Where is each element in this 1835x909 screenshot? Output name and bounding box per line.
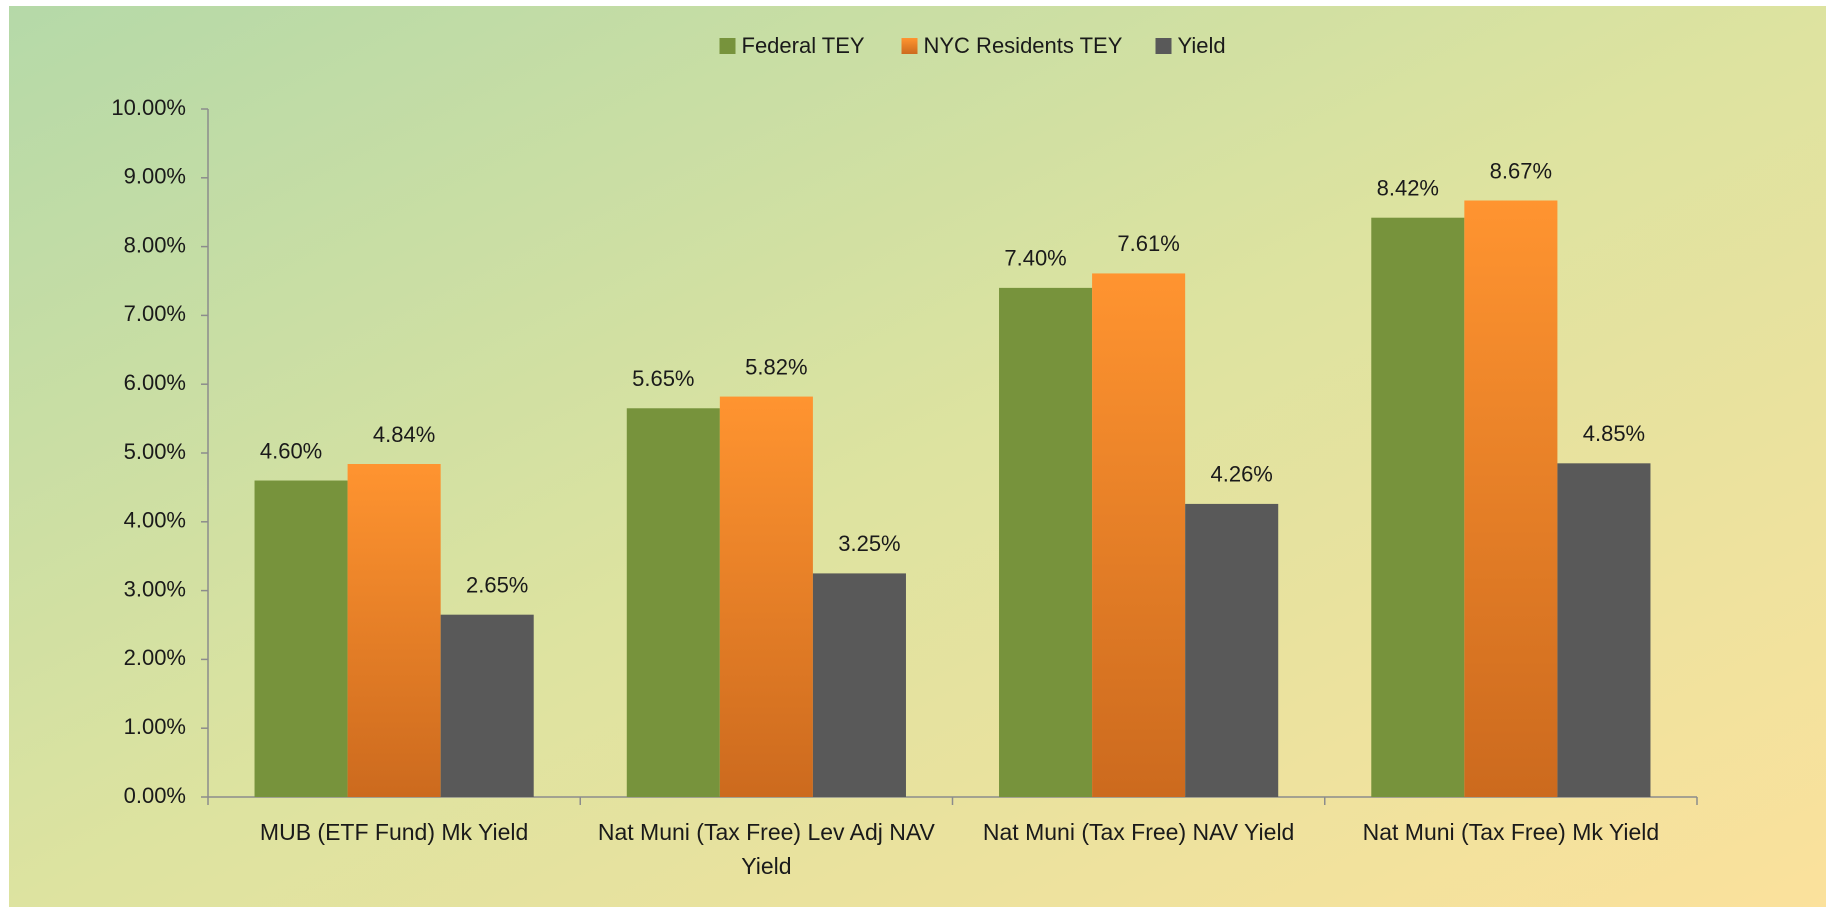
legend-label: NYC Residents TEY bbox=[924, 33, 1123, 58]
y-tick-label: 8.00% bbox=[124, 232, 186, 257]
bar bbox=[1185, 503, 1279, 797]
bar bbox=[347, 464, 441, 797]
bar bbox=[626, 408, 720, 797]
data-label: 4.26% bbox=[1210, 462, 1272, 487]
y-tick-label: 5.00% bbox=[124, 439, 186, 464]
bar bbox=[1092, 273, 1186, 797]
data-label: 8.67% bbox=[1490, 158, 1552, 183]
data-label: 5.82% bbox=[745, 354, 807, 379]
bar bbox=[812, 573, 906, 797]
bar bbox=[254, 480, 348, 797]
bar bbox=[440, 614, 534, 797]
y-tick-label: 9.00% bbox=[124, 164, 186, 189]
x-tick-label: Nat Muni (Tax Free) NAV Yield bbox=[982, 819, 1295, 845]
data-label: 7.40% bbox=[1004, 246, 1066, 271]
x-tick-label: MUB (ETF Fund) Mk Yield bbox=[259, 819, 529, 845]
data-label: 2.65% bbox=[466, 572, 528, 597]
data-label: 4.60% bbox=[260, 438, 322, 463]
bar bbox=[719, 396, 813, 797]
x-tick-label: Nat Muni (Tax Free) Mk Yield bbox=[1362, 819, 1660, 845]
data-label: 8.42% bbox=[1377, 176, 1439, 201]
bar bbox=[1371, 217, 1465, 798]
y-tick-label: 7.00% bbox=[124, 301, 186, 326]
bar bbox=[1557, 463, 1651, 797]
data-label: 7.61% bbox=[1117, 231, 1179, 256]
legend-swatch bbox=[719, 38, 736, 54]
legend-label: Yield bbox=[1178, 33, 1226, 58]
legend-swatch bbox=[901, 38, 918, 54]
bar bbox=[999, 287, 1093, 797]
x-tick-label: Nat Muni (Tax Free) Lev Adj NAV Yield bbox=[597, 819, 935, 879]
y-tick-label: 6.00% bbox=[124, 370, 186, 395]
y-tick-label: 2.00% bbox=[124, 645, 186, 670]
data-label: 4.84% bbox=[373, 422, 435, 447]
data-label: 4.85% bbox=[1583, 421, 1645, 446]
y-tick-label: 4.00% bbox=[124, 508, 186, 533]
y-tick-label: 10.00% bbox=[111, 95, 186, 120]
data-label: 3.25% bbox=[838, 531, 900, 556]
bar bbox=[1464, 200, 1558, 797]
data-label: 5.65% bbox=[632, 366, 694, 391]
legend-swatch bbox=[1155, 38, 1172, 54]
y-tick-label: 0.00% bbox=[124, 783, 186, 808]
y-tick-label: 1.00% bbox=[124, 714, 186, 739]
y-tick-label: 3.00% bbox=[124, 576, 186, 601]
legend-label: Federal TEY bbox=[742, 33, 865, 58]
